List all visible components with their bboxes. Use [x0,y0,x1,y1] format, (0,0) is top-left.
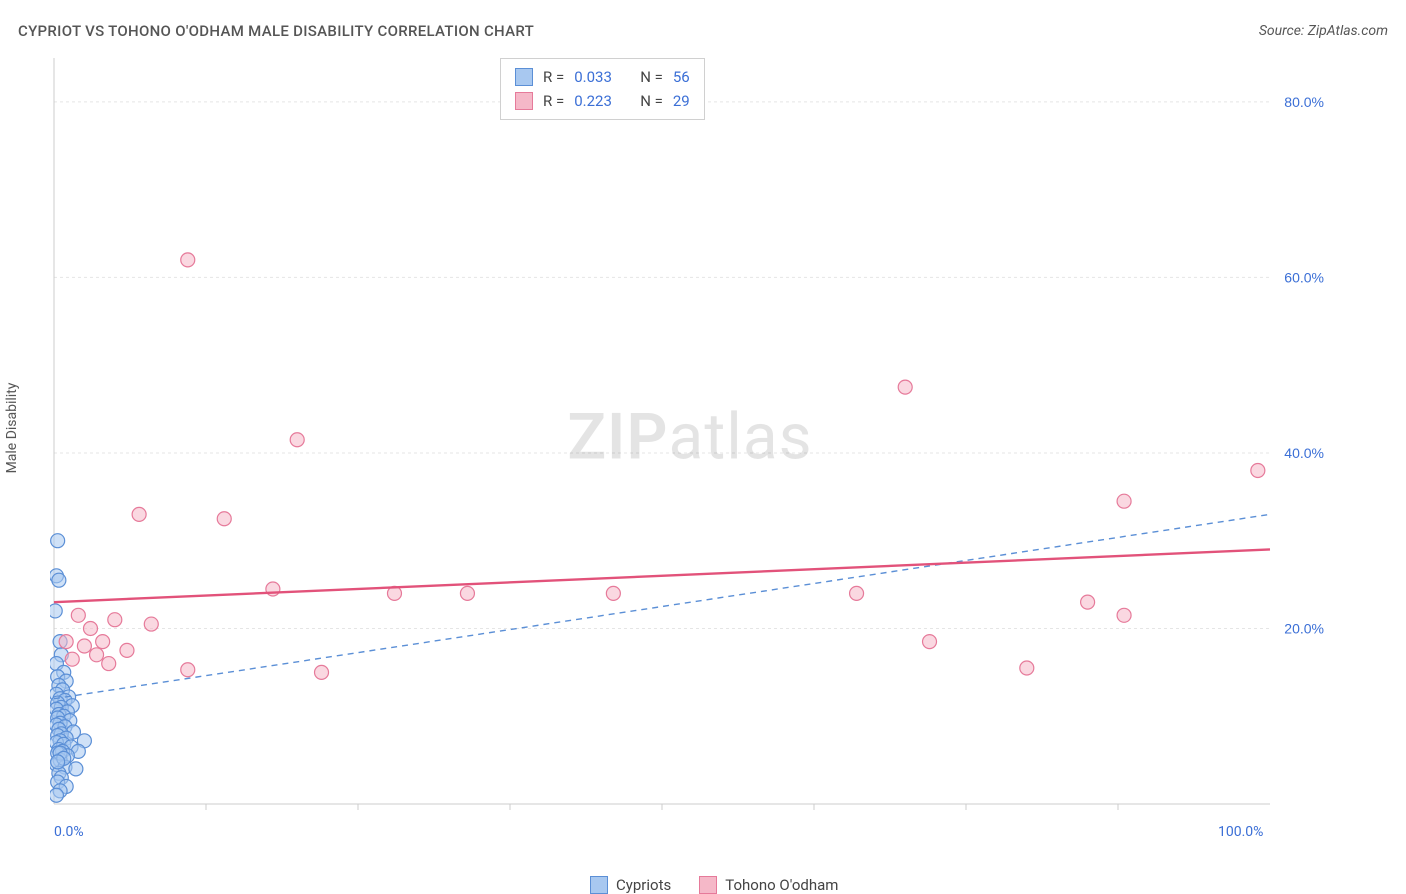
chart-point [144,617,158,631]
chart-point [50,788,63,802]
n-value: 29 [673,89,690,113]
chart-point [51,534,65,548]
correlation-legend: R = 0.033 N = 56 R = 0.223 N = 29 [500,58,705,120]
scatter-plot-svg: 20.0% 40.0% 60.0% 80.0% [50,52,1330,822]
chart-point [50,604,62,618]
chart-point [59,635,73,649]
chart-point [606,586,620,600]
chart-point [1020,661,1034,675]
chart-point [898,380,912,394]
chart-point [923,635,937,649]
svg-text:40.0%: 40.0% [1284,445,1324,461]
chart-point [77,639,91,653]
svg-text:80.0%: 80.0% [1284,94,1324,110]
chart-point [132,507,146,521]
legend-series-item: Tohono O'odham [699,876,838,894]
chart-point [108,613,122,627]
chart-header: CYPRIOT VS TOHONO O'ODHAM MALE DISABILIT… [18,22,1388,40]
chart-point [52,573,66,587]
source-value: ZipAtlas.com [1308,23,1388,39]
chart-point [181,663,195,677]
legend-series-item: Cypriots [590,876,671,894]
r-value: 0.223 [574,89,622,113]
chart-point [96,635,110,649]
chart-point [51,755,65,769]
chart-point [1081,595,1095,609]
legend-series-label: Tohono O'odham [725,876,838,894]
legend-series-label: Cypriots [616,876,671,894]
chart-point [1251,463,1265,477]
chart-point [460,586,474,600]
legend-correlation-row: R = 0.223 N = 29 [515,89,690,113]
chart-plot-area: 20.0%40.0%60.0%80.0% ZIPatlas R = 0.033 … [50,52,1330,822]
chart-point [71,608,85,622]
y-axis-title: Male Disability [4,383,20,474]
chart-point [1117,608,1131,622]
chart-point [90,648,104,662]
chart-point [1117,494,1131,508]
chart-point [290,433,304,447]
chart-source: Source: ZipAtlas.com [1259,23,1388,39]
x-tick-label: 0.0% [54,824,84,840]
chart-point [315,665,329,679]
chart-point [217,512,231,526]
x-tick-label: 100.0% [1218,824,1263,840]
chart-point [102,657,116,671]
n-label: N = [640,89,663,113]
r-label: R = [543,89,564,113]
chart-point [850,586,864,600]
svg-text:20.0%: 20.0% [1284,620,1324,636]
legend-correlation-row: R = 0.033 N = 56 [515,65,690,89]
n-value: 56 [673,65,690,89]
r-value: 0.033 [574,65,622,89]
chart-point [120,643,134,657]
chart-point [83,621,97,635]
series-legend: Cypriots Tohono O'odham [590,876,838,894]
legend-swatch [699,876,717,894]
n-label: N = [640,65,663,89]
legend-swatch [515,92,533,110]
legend-swatch [590,876,608,894]
chart-title: CYPRIOT VS TOHONO O'ODHAM MALE DISABILIT… [18,22,534,40]
chart-point [69,762,83,776]
chart-point [181,253,195,267]
chart-point [65,652,79,666]
source-label: Source: [1259,23,1304,39]
svg-text:60.0%: 60.0% [1284,269,1324,285]
legend-swatch [515,68,533,86]
r-label: R = [543,65,564,89]
